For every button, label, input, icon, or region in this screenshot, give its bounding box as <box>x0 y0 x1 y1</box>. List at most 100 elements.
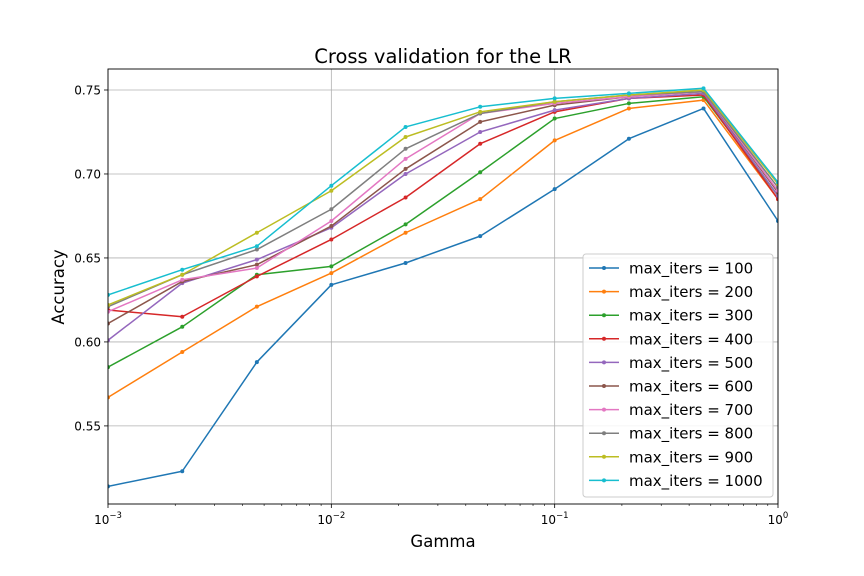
y-axis: 0.55 0.60 0.65 0.70 0.75 <box>74 83 108 433</box>
series-line <box>108 89 778 306</box>
data-point <box>180 277 185 282</box>
legend-marker <box>602 336 606 341</box>
data-point <box>254 262 259 267</box>
series-line <box>108 90 778 308</box>
series-layer <box>108 86 778 489</box>
data-point <box>478 170 483 175</box>
legend-label: max_iters = 1000 <box>629 472 763 491</box>
legend-label: max_iters = 400 <box>629 330 753 349</box>
legend-label: max_iters = 500 <box>629 354 753 373</box>
data-point <box>403 146 408 151</box>
y-tick-label: 0.55 <box>74 419 101 433</box>
data-point <box>552 99 557 104</box>
data-point <box>329 207 334 212</box>
data-point <box>478 197 483 202</box>
series-line <box>108 95 778 368</box>
data-point <box>626 106 631 111</box>
data-point <box>108 365 110 370</box>
data-point <box>403 171 408 176</box>
data-point <box>329 218 334 223</box>
data-point <box>329 271 334 276</box>
data-point <box>329 282 334 287</box>
series-group <box>108 86 778 297</box>
data-point <box>626 101 631 106</box>
x-axis: 10−3 10−2 10−1 100 <box>94 504 788 527</box>
data-point <box>552 116 557 121</box>
data-point <box>180 314 185 319</box>
data-point <box>180 267 185 272</box>
data-point <box>701 86 706 91</box>
data-point <box>776 218 778 223</box>
x-axis-label: Gamma <box>410 532 475 551</box>
series-group <box>108 106 778 489</box>
plot-frame <box>107 68 779 505</box>
legend-label: max_iters = 600 <box>629 378 753 397</box>
series-group <box>108 94 778 370</box>
data-point <box>254 257 259 262</box>
x-tick-label: 10−3 <box>94 511 122 527</box>
data-point <box>180 272 185 277</box>
legend-marker <box>602 384 606 388</box>
data-point <box>403 135 408 140</box>
data-point <box>626 136 631 141</box>
legend-marker <box>602 289 606 294</box>
data-point <box>552 108 557 113</box>
series-line <box>108 99 778 398</box>
data-point <box>701 106 706 111</box>
series-line <box>108 90 778 313</box>
data-point <box>403 195 408 200</box>
legend-marker <box>602 407 606 412</box>
data-point <box>552 187 557 192</box>
data-point <box>403 166 408 171</box>
x-tick-label: 100 <box>768 511 789 527</box>
data-point <box>108 484 110 489</box>
series-line <box>108 87 778 296</box>
series-line <box>108 94 778 318</box>
data-point <box>108 292 110 297</box>
series-group <box>108 91 778 343</box>
series-line <box>108 92 778 341</box>
data-point <box>776 197 778 202</box>
data-point <box>329 224 334 229</box>
data-point <box>329 183 334 188</box>
y-axis-label: Accuracy <box>49 249 68 325</box>
data-point <box>254 304 259 309</box>
legend-label: max_iters = 200 <box>629 283 753 302</box>
legend-label: max_iters = 800 <box>629 425 753 444</box>
data-point <box>478 141 483 146</box>
data-point <box>108 338 110 343</box>
data-point <box>776 193 778 198</box>
legend: max_iters = 100 max_iters = 200 max_iters … <box>582 253 774 498</box>
data-point <box>180 350 185 355</box>
data-point <box>403 222 408 227</box>
legend-label: max_iters = 300 <box>629 307 753 326</box>
chart-title: Cross validation for the LR <box>314 45 571 68</box>
data-point <box>254 247 259 252</box>
legend-marker <box>602 431 606 436</box>
y-tick-label: 0.60 <box>74 335 101 349</box>
data-point <box>552 138 557 143</box>
data-point <box>254 244 259 249</box>
x-tick-label: 10−2 <box>317 511 345 527</box>
data-point <box>108 302 110 307</box>
legend-marker <box>602 313 606 318</box>
data-point <box>552 96 557 101</box>
legend-marker <box>602 454 606 459</box>
legend-marker <box>602 266 606 270</box>
data-point <box>329 237 334 242</box>
data-point <box>329 188 334 193</box>
data-point <box>254 360 259 365</box>
y-tick-label: 0.75 <box>74 83 101 97</box>
data-point <box>180 324 185 329</box>
data-point <box>478 104 483 109</box>
data-point <box>776 185 778 190</box>
series-line <box>108 107 778 488</box>
data-point <box>180 469 185 474</box>
data-point <box>478 119 483 124</box>
data-point <box>254 274 259 279</box>
legend-box <box>582 253 774 498</box>
legend-marker <box>602 360 606 365</box>
data-point <box>776 188 778 193</box>
data-point <box>478 234 483 239</box>
